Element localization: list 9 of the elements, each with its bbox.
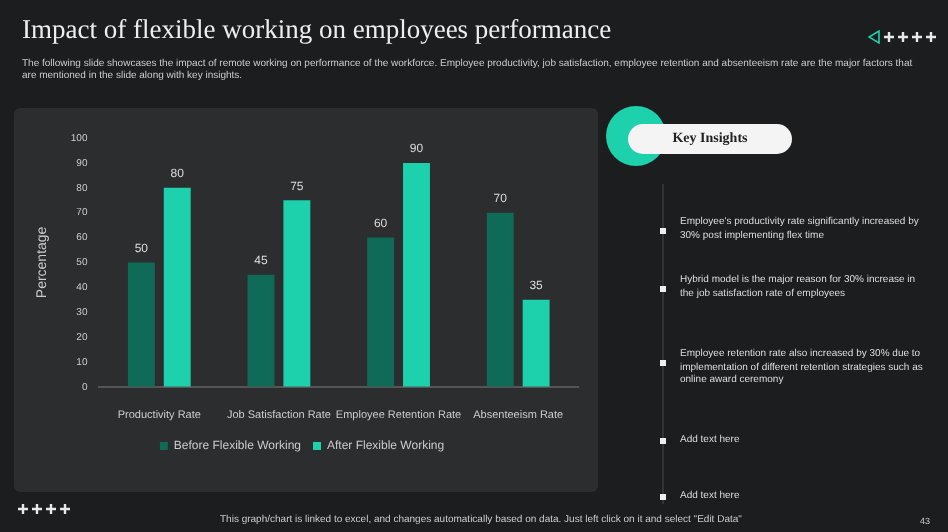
bar [127, 262, 155, 387]
bar [163, 187, 191, 387]
bar [403, 162, 430, 387]
bar [522, 299, 550, 387]
chart-title: Impact of flexible working on employees performance [22, 14, 612, 46]
bar [486, 212, 514, 387]
bar [367, 237, 395, 387]
bar [283, 200, 311, 387]
bar [247, 274, 275, 387]
